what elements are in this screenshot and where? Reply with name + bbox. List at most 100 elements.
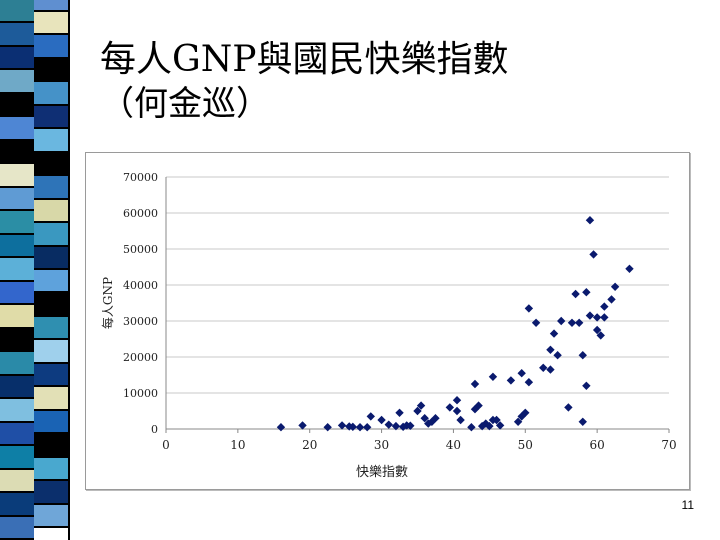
- page-number: 11: [681, 498, 694, 512]
- x-axis-label: 快樂指數: [356, 464, 408, 480]
- x-tick-label: 50: [518, 438, 533, 452]
- data-point: [377, 415, 386, 425]
- y-axis-ticks: 0 10000 20000 30000 40000 50000 60000 70000: [123, 171, 158, 436]
- x-tick-label: 30: [374, 438, 389, 452]
- stripe-cell: [0, 328, 34, 353]
- y-tick-label: 10000: [123, 387, 158, 400]
- data-point: [416, 401, 426, 410]
- stripe-cell: [0, 211, 34, 235]
- data-point: [607, 295, 616, 304]
- stripe-cell: [34, 11, 68, 36]
- stripe-cell: [0, 493, 34, 517]
- data-point: [276, 423, 286, 432]
- stripe-cell: [34, 340, 68, 364]
- stripe-cell: [0, 46, 34, 71]
- data-point: [589, 250, 598, 259]
- data-point: [337, 421, 347, 430]
- stripe-cell: [34, 246, 68, 270]
- stripe-cell: [0, 352, 34, 376]
- stripe-cell: [34, 316, 68, 341]
- data-point: [470, 379, 480, 389]
- stripe-cell: [0, 70, 34, 94]
- data-point: [524, 304, 534, 313]
- data-point: [391, 421, 401, 431]
- data-point: [431, 414, 440, 423]
- data-point: [582, 381, 591, 390]
- data-point: [553, 351, 562, 360]
- data-point: [474, 401, 483, 410]
- data-point: [582, 288, 591, 297]
- data-point: [531, 318, 541, 327]
- stripe-cell: [34, 129, 68, 153]
- data-point: [456, 415, 465, 425]
- x-axis-ticks: 0 10 20 30 40 50 60 70: [162, 429, 677, 452]
- y-tick-label: 60000: [123, 207, 158, 220]
- stripe-cell: [0, 234, 34, 259]
- data-point: [517, 369, 526, 378]
- stripe-cell: [0, 446, 34, 470]
- stripe-cell: [34, 387, 68, 411]
- stripe-cell: [0, 117, 34, 141]
- data-point: [406, 421, 415, 430]
- y-tick-label: 70000: [123, 171, 158, 184]
- data-point: [445, 403, 455, 412]
- stripe-cell: [34, 457, 68, 482]
- data-point: [592, 325, 602, 335]
- stripe-cell: [0, 23, 34, 47]
- data-point: [549, 329, 559, 338]
- data-point: [592, 313, 602, 322]
- data-point: [524, 378, 534, 387]
- stripe-cell: [0, 93, 34, 118]
- data-point: [596, 331, 605, 340]
- stripe-divider: [68, 0, 70, 540]
- stripe-cell: [0, 516, 34, 540]
- data-point: [546, 365, 555, 374]
- stripe-cell: [34, 35, 68, 59]
- stripe-cell: [34, 363, 68, 388]
- x-tick-label: 20: [302, 438, 317, 452]
- stripe-cell: [34, 504, 68, 529]
- stripe-cell: [0, 164, 34, 188]
- data-point: [467, 423, 476, 432]
- stripe-cell: [34, 410, 68, 435]
- stripe-cell: [34, 82, 68, 106]
- data-point: [348, 422, 358, 432]
- data-point: [366, 412, 375, 421]
- stripe-cell: [34, 176, 68, 200]
- stripe-cell: [34, 434, 68, 458]
- chart-points: [276, 216, 634, 432]
- data-point: [600, 313, 609, 322]
- stripe-cell: [0, 0, 34, 24]
- data-point: [413, 406, 422, 416]
- data-point: [513, 417, 523, 426]
- stripe-cell: [0, 187, 34, 212]
- data-point: [355, 423, 365, 432]
- stripe-cell: [0, 469, 34, 494]
- y-tick-label: 0: [151, 423, 158, 436]
- decorative-stripe: [0, 0, 70, 540]
- stripe-cell: [0, 305, 34, 329]
- chart-gridlines: [165, 176, 669, 430]
- chart-frame: 0 10000 20000 30000 40000 50000 60000 70000 0 10…: [85, 152, 690, 490]
- x-tick-label: 10: [230, 438, 245, 452]
- data-point: [564, 403, 573, 412]
- data-point: [485, 421, 494, 431]
- data-point: [610, 282, 620, 291]
- stripe-cell: [0, 258, 34, 282]
- stripe-cell: [0, 422, 34, 447]
- y-tick-label: 30000: [123, 315, 158, 328]
- data-point: [600, 302, 609, 311]
- stripe-cell: [34, 223, 68, 247]
- data-point: [298, 421, 307, 430]
- stripe-cell: [34, 481, 68, 505]
- data-point: [488, 372, 498, 381]
- x-tick-label: 40: [446, 438, 461, 452]
- data-point: [495, 421, 505, 430]
- x-tick-label: 60: [590, 438, 605, 452]
- data-point: [578, 351, 587, 360]
- stripe-cell: [34, 270, 68, 294]
- data-point: [585, 311, 595, 320]
- data-point: [625, 264, 634, 273]
- slide-title: 每人GNP與國民快樂指數: [100, 39, 509, 80]
- data-point: [384, 420, 393, 429]
